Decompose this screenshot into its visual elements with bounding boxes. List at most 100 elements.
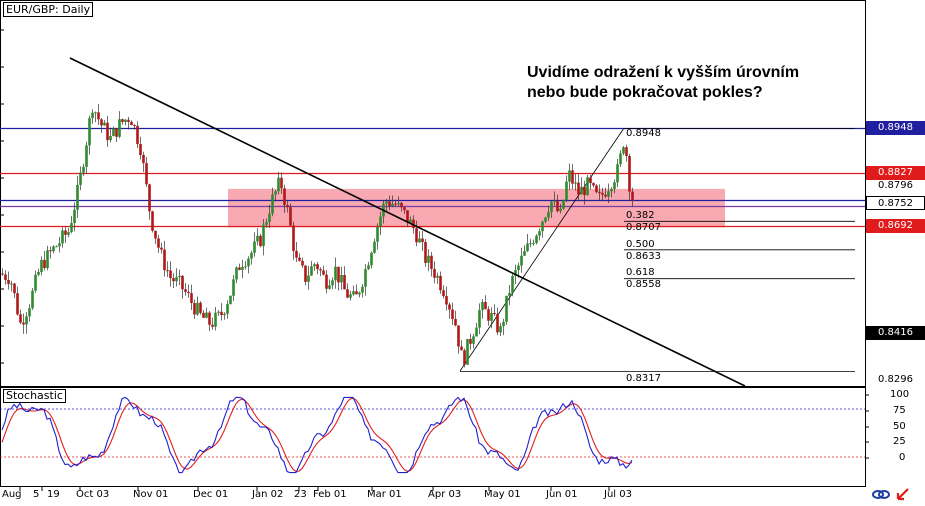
candle-body bbox=[67, 232, 70, 235]
candle-body bbox=[406, 210, 409, 223]
candle-body bbox=[178, 275, 181, 278]
candle-body bbox=[325, 274, 328, 289]
candle-body bbox=[442, 290, 445, 297]
candle-body bbox=[466, 339, 469, 365]
candle-body bbox=[289, 207, 292, 226]
candle-body bbox=[94, 112, 97, 114]
date-label-may01: May 01 bbox=[484, 489, 521, 500]
candle-body bbox=[58, 243, 61, 247]
candle-body bbox=[427, 255, 430, 263]
candle-body bbox=[79, 172, 82, 185]
candle-body bbox=[433, 268, 436, 278]
date-label-jan02: Jan 02 bbox=[252, 489, 284, 500]
candle-body bbox=[4, 274, 7, 280]
date-label-oct03: Oct 03 bbox=[76, 489, 110, 500]
candle-body bbox=[61, 230, 64, 244]
candle-body bbox=[460, 346, 463, 351]
candle-body bbox=[571, 170, 574, 184]
candle-body bbox=[559, 208, 562, 212]
candle-body bbox=[469, 339, 472, 344]
candle-body bbox=[610, 188, 613, 192]
candle-body bbox=[280, 177, 283, 189]
date-label-apr03: Apr 03 bbox=[428, 489, 462, 500]
candle-body bbox=[148, 184, 151, 212]
candle-body bbox=[607, 191, 610, 197]
candle-body bbox=[373, 241, 376, 253]
candle-body bbox=[244, 266, 247, 268]
stoch-level-50: 50 bbox=[893, 421, 906, 432]
candle-body bbox=[181, 275, 184, 290]
candle-body bbox=[55, 246, 58, 248]
candle-body bbox=[481, 301, 484, 311]
candle-body bbox=[154, 230, 157, 239]
candle-body bbox=[625, 147, 628, 156]
stochastic-label: Stochastic bbox=[3, 389, 66, 403]
candle-body bbox=[403, 207, 406, 211]
candle-body bbox=[76, 184, 79, 210]
candle-body bbox=[619, 153, 622, 165]
price-tag-0-8416: 0.8416 bbox=[866, 326, 925, 340]
candle-body bbox=[526, 243, 529, 252]
candle-body bbox=[574, 182, 577, 184]
candle-body bbox=[493, 312, 496, 314]
candle-body bbox=[70, 223, 73, 233]
candle-body bbox=[397, 202, 400, 205]
candle-body bbox=[241, 266, 244, 270]
candle-body bbox=[379, 216, 382, 227]
candle-body bbox=[595, 185, 598, 193]
candle-body bbox=[415, 228, 418, 243]
date-label-nov01: Nov 01 bbox=[133, 489, 169, 500]
candle-body bbox=[358, 292, 361, 295]
fib-label-500: 0.500 bbox=[626, 239, 655, 250]
price-tag-0-8692: 0.8692 bbox=[866, 219, 925, 233]
candle-body bbox=[31, 290, 34, 309]
candle-body bbox=[517, 265, 520, 271]
candle-body bbox=[247, 258, 250, 267]
candle-body bbox=[475, 327, 478, 337]
candle-body bbox=[115, 128, 118, 137]
candle-body bbox=[370, 252, 373, 266]
stoch-level-75: 75 bbox=[893, 405, 906, 416]
price-tag-0-8948: 0.8948 bbox=[866, 121, 925, 135]
candle-body bbox=[103, 122, 106, 126]
candle-body bbox=[52, 246, 55, 252]
fib-price-382: 0.8707 bbox=[626, 222, 661, 233]
candle-body bbox=[457, 325, 460, 347]
arrow-icon[interactable] bbox=[896, 488, 910, 501]
candle-body bbox=[10, 283, 13, 285]
candle-body bbox=[232, 279, 235, 296]
candle-body bbox=[568, 170, 571, 182]
stoch-k-line bbox=[1, 396, 633, 474]
candle-body bbox=[556, 200, 559, 212]
candle-body bbox=[43, 259, 46, 269]
candle-body bbox=[316, 264, 319, 270]
candle-body bbox=[547, 212, 550, 218]
candle-body bbox=[199, 302, 202, 313]
date-label-mar01: Mar 01 bbox=[367, 489, 402, 500]
candle-body bbox=[334, 266, 337, 281]
candle-body bbox=[124, 119, 127, 122]
candle-body bbox=[208, 312, 211, 325]
link-icon[interactable] bbox=[872, 488, 890, 501]
fib-label-382: 0.382 bbox=[626, 210, 655, 221]
candle-body bbox=[196, 302, 199, 315]
candle-body bbox=[292, 225, 295, 251]
candle-body bbox=[214, 312, 217, 327]
candle-body bbox=[304, 265, 307, 282]
candle-body bbox=[361, 286, 364, 293]
price-tag-0-8296: 0.8296 bbox=[878, 374, 913, 385]
candle-body bbox=[16, 293, 19, 315]
candle-body bbox=[121, 119, 124, 122]
candle-body bbox=[472, 336, 475, 344]
candle-body bbox=[100, 119, 103, 126]
date-label-dec01: Dec 01 bbox=[193, 489, 229, 500]
candle-body bbox=[229, 295, 232, 305]
candle-body bbox=[13, 283, 16, 294]
candle-body bbox=[319, 269, 322, 271]
candle-body bbox=[499, 326, 502, 333]
candle-body bbox=[502, 321, 505, 327]
candle-body bbox=[376, 226, 379, 242]
candle-body bbox=[337, 266, 340, 283]
candle-body bbox=[484, 301, 487, 310]
candle-body bbox=[445, 296, 448, 305]
